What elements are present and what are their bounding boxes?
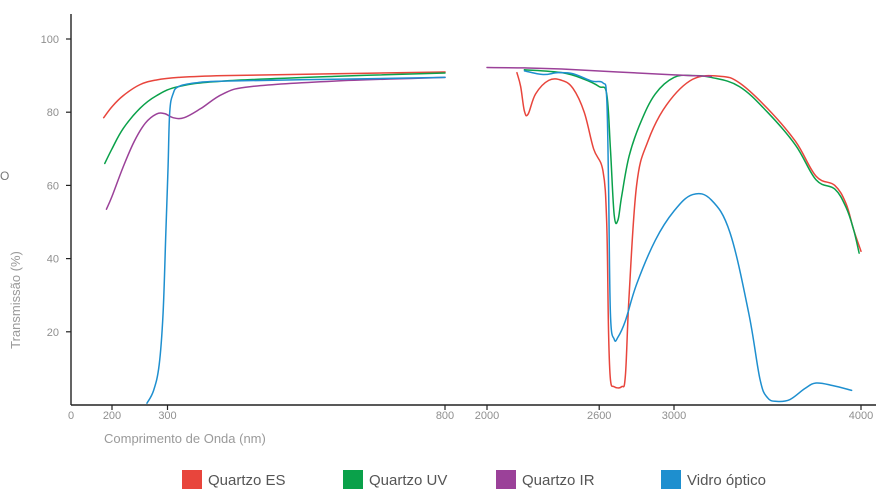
legend-label: Quartzo UV [369, 472, 447, 489]
series-line-quartzo-es-segment-1 [102, 71, 446, 119]
y-tick-label: 100 [41, 34, 59, 46]
y-axis-title: Transmissão (%) [8, 251, 23, 349]
legend-label: Vidro óptico [687, 472, 766, 489]
legend-swatch [182, 470, 202, 489]
series-line-quartzo-uv-segment-2 [523, 68, 860, 254]
axes: 20 40 60 80 100 200 300 800 2000 2600 3000 4000 0 [41, 14, 876, 422]
x-tick-label: 300 [158, 410, 176, 422]
y-tick-label: 20 [47, 327, 59, 339]
series-line-quartzo-uv-segment-1 [104, 72, 446, 165]
x-axis-title: Comprimento de Onda (nm) [104, 431, 266, 446]
legend-label: Quartzo IR [522, 472, 595, 489]
stray-label: O [0, 169, 9, 183]
legend-swatch [661, 470, 681, 489]
x-tick-label: 800 [436, 410, 454, 422]
series-line-quartzo-ir-segment-1 [105, 76, 446, 210]
series-line-quartzo-es-segment-2 [516, 71, 862, 389]
x-tick-label: 2600 [587, 410, 611, 422]
series-line-quartzo-ir-segment-2 [486, 66, 713, 78]
x-tick-label: 2000 [475, 410, 499, 422]
series-line-vidro-ptico-segment-1 [146, 76, 446, 404]
x-tick-label: 200 [103, 410, 121, 422]
series-lines [102, 66, 862, 404]
legend-label: Quartzo ES [208, 472, 286, 489]
legend: Quartzo ES Quartzo UV Quartzo IR Vidro ópti… [182, 470, 766, 489]
x-tick-label: 4000 [849, 410, 873, 422]
legend-swatch [343, 470, 363, 489]
y-tick-label: 60 [47, 180, 59, 192]
legend-swatch [496, 470, 516, 489]
series-line-vidro-ptico-segment-2 [523, 70, 853, 403]
y-tick-label: 40 [47, 254, 59, 266]
x-origin-label: 0 [68, 410, 74, 422]
x-tick-label: 3000 [662, 410, 686, 422]
y-tick-label: 80 [47, 107, 59, 119]
